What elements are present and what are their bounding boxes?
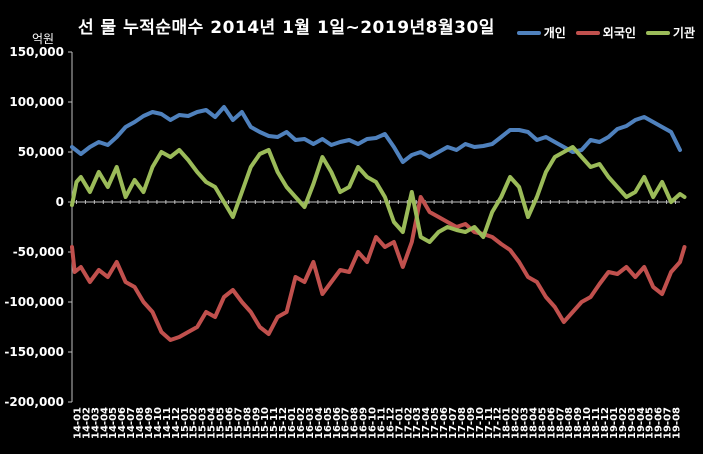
x-tick-label: 15-04 (207, 407, 218, 439)
x-tick-label: 18-03 (520, 407, 531, 439)
x-tick-label: 18-04 (528, 407, 539, 439)
x-tick-label: 19-06 (654, 407, 665, 439)
x-tick-label: 17-09 (466, 407, 477, 439)
x-tick-label: 16-04 (314, 407, 325, 439)
x-tick-label: 19-01 (609, 407, 620, 439)
x-tick-label: 18-05 (537, 407, 548, 439)
x-tick-label: 17-04 (421, 407, 432, 439)
x-tick-label: 19-07 (663, 407, 674, 439)
legend-swatch-institution (645, 30, 670, 35)
axes: 150,000 100,000 50,000 0 -50,000 -100,000 -150… (4, 45, 682, 439)
x-tick-label: 18-02 (511, 407, 522, 439)
x-tick-label: 15-12 (278, 407, 289, 439)
x-tick-label: 16-02 (296, 407, 307, 439)
x-tick-label: 18-09 (573, 407, 584, 439)
x-tick-label: 18-11 (591, 407, 602, 439)
x-tick-label: 17-10 (475, 407, 486, 439)
series-line-foreign (70, 195, 687, 342)
y-tick-label: -150,000 (4, 345, 64, 359)
x-tick-label: 14-08 (135, 407, 146, 439)
x-tick-label: 14-01 (72, 407, 83, 439)
y-tick-label: -50,000 (13, 245, 64, 259)
x-tick-label: 16-12 (385, 407, 396, 439)
legend-label-foreign: 외국인 (602, 26, 636, 40)
x-tick-label: 16-03 (305, 407, 316, 439)
x-tick-label: 14-07 (126, 407, 137, 439)
x-tick-label: 15-10 (260, 407, 271, 439)
y-tick-label: 0 (56, 195, 64, 209)
x-tick-label: 17-06 (439, 407, 450, 439)
x-tick-label: 16-09 (359, 407, 370, 439)
x-tick-label: 16-08 (350, 407, 361, 439)
x-tick-label: 14-04 (99, 407, 110, 439)
x-tick-label: 17-12 (493, 407, 504, 439)
chart-title: 선 물 누적순매수 2014년 1월 1일~2019년8월30일 (78, 18, 495, 38)
x-tick-label: 18-01 (502, 407, 513, 439)
legend-swatch-individual (516, 30, 541, 35)
x-tick-label: 17-11 (484, 407, 495, 439)
x-tick-label: 14-05 (108, 407, 119, 439)
legend-label-individual: 개인 (543, 26, 566, 40)
x-tick-label: 19-08 (672, 407, 683, 439)
x-tick-label: 14-10 (153, 407, 164, 439)
x-tick-label: 17-05 (430, 407, 441, 439)
legend: 개인 외국인 기관 (516, 24, 695, 41)
x-tick-label: 15-08 (242, 407, 253, 439)
x-tick-label: 15-05 (216, 407, 227, 439)
series-line-institution (70, 145, 687, 244)
x-tick-label: 19-03 (627, 407, 638, 439)
x-tick-label: 17-08 (457, 407, 468, 439)
x-tick-label: 16-01 (287, 407, 298, 439)
x-tick-label: 17-01 (394, 407, 405, 439)
x-tick-label: 15-03 (198, 407, 209, 439)
x-tick-label: 15-09 (251, 407, 262, 439)
x-tick-label: 15-06 (224, 407, 235, 439)
x-tick-label: 17-03 (412, 407, 423, 439)
x-tick-label: 15-07 (233, 407, 244, 439)
x-tick-label: 14-11 (162, 407, 173, 439)
x-tick-label: 14-06 (117, 407, 128, 439)
x-tick-label: 17-07 (448, 407, 459, 439)
y-tick-label: 150,000 (9, 45, 64, 59)
x-tick-label: 18-07 (555, 407, 566, 439)
y-tick-label: -100,000 (4, 295, 64, 309)
x-tick-label: 14-03 (90, 407, 101, 439)
x-tick-label: 19-05 (645, 407, 656, 439)
legend-label-institution: 기관 (672, 26, 695, 40)
legend-item-foreign: 외국인 (575, 24, 636, 41)
x-tick-label: 17-02 (403, 407, 414, 439)
y-tick-label: 50,000 (18, 145, 64, 159)
series-layer (70, 105, 687, 342)
x-tick-label: 18-06 (546, 407, 557, 439)
x-tick-label: 15-11 (269, 407, 280, 439)
x-tick-label: 14-12 (171, 407, 182, 439)
legend-item-institution: 기관 (645, 24, 695, 41)
x-tick-label: 19-04 (636, 407, 647, 439)
y-tick-label: 100,000 (9, 95, 64, 109)
x-tick-label: 15-02 (189, 407, 200, 439)
x-tick-label: 16-11 (376, 407, 387, 439)
x-tick-label: 14-02 (81, 407, 92, 439)
x-tick-label: 16-06 (332, 407, 343, 439)
x-tick-label: 18-12 (600, 407, 611, 439)
x-tick-label: 18-10 (582, 407, 593, 439)
x-tick-label: 16-05 (323, 407, 334, 439)
y-tick-label: -200,000 (4, 395, 64, 409)
x-tick-label: 16-07 (341, 407, 352, 439)
x-tick-label: 15-01 (180, 407, 191, 439)
legend-swatch-foreign (575, 30, 600, 35)
x-tick-label: 16-10 (368, 407, 379, 439)
legend-item-individual: 개인 (516, 24, 566, 41)
x-tick-label: 19-02 (618, 407, 629, 439)
x-tick-label: 14-09 (144, 407, 155, 439)
unit-label: 억원 (32, 32, 55, 46)
x-tick-label: 18-08 (564, 407, 575, 439)
